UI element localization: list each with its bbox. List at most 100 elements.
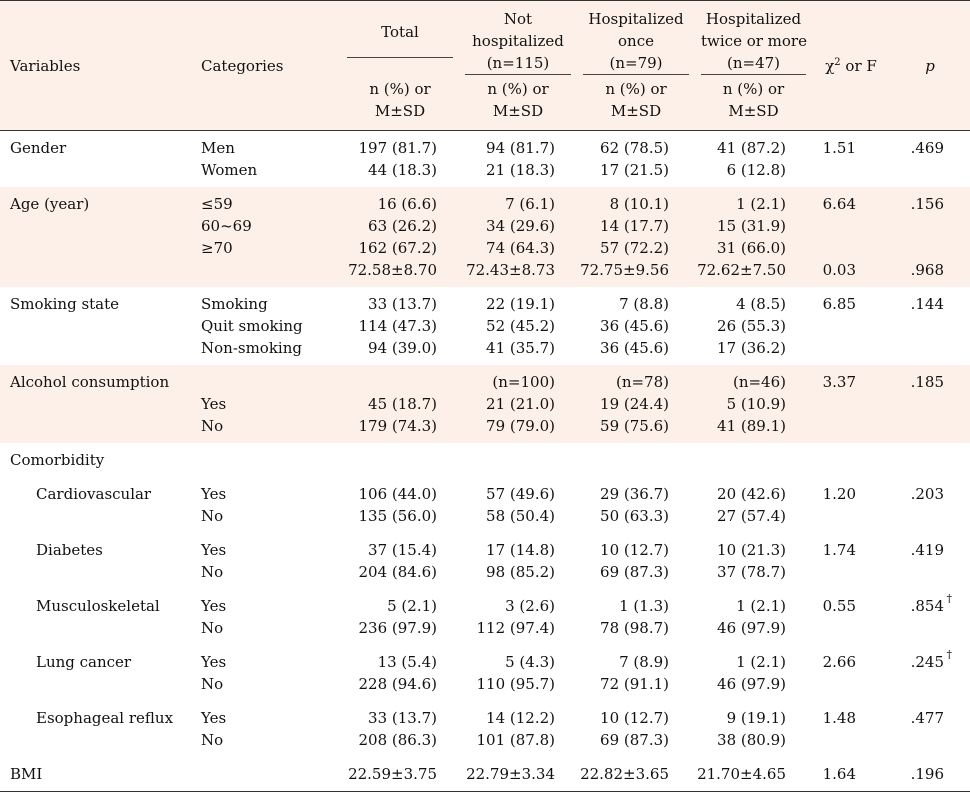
cell-value: 8 (10.1) bbox=[609, 195, 669, 213]
cell-value: No bbox=[201, 417, 224, 435]
cell-value: Esophageal reflux bbox=[36, 709, 174, 727]
cell-value: 1 (2.1) bbox=[736, 597, 786, 615]
variable-label: Esophageal reflux bbox=[0, 701, 201, 757]
cell-value: 22 (19.1) bbox=[486, 295, 555, 313]
p-value: .196 bbox=[890, 757, 970, 792]
table-row: Diabetes Yes No 37 (15.4) 204 (84.6) 17 (14.8… bbox=[0, 533, 970, 589]
cell-value: 7 (6.1) bbox=[505, 195, 555, 213]
cell-value: 6.64 bbox=[822, 195, 856, 213]
category-cell: Yes No bbox=[201, 533, 341, 589]
cell-value: Non-smoking bbox=[201, 339, 302, 357]
variable-label: Alcohol consumption bbox=[0, 365, 201, 443]
cell-value: 26 (55.3) bbox=[717, 317, 786, 335]
cell-value: Yes bbox=[201, 485, 227, 503]
value-twice: (n=46) 5 (10.9) 41 (89.1) bbox=[695, 365, 812, 443]
cell-value: 7 (8.9) bbox=[619, 653, 669, 671]
cell-value: 14 (12.2) bbox=[486, 709, 555, 727]
cell-value bbox=[201, 259, 341, 281]
value-total: 37 (15.4) 204 (84.6) bbox=[341, 533, 459, 589]
category-cell: Yes No bbox=[201, 645, 341, 701]
p-value: .203 bbox=[890, 477, 970, 533]
value-total: 45 (18.7) 179 (74.3) bbox=[341, 365, 459, 443]
cell-value: 2.66 bbox=[822, 653, 856, 671]
cell-value: 17 (36.2) bbox=[717, 339, 786, 357]
cell-value: 15 (31.9) bbox=[717, 217, 786, 235]
cell-value: 110 (95.7) bbox=[476, 675, 555, 693]
cell-value: Cardiovascular bbox=[36, 485, 152, 503]
value-total: 22.59±3.75 bbox=[341, 757, 459, 792]
cell-value: 21 (21.0) bbox=[486, 395, 555, 413]
cell-value: 204 (84.6) bbox=[358, 563, 437, 581]
subheader-total: n (%) or M±SD bbox=[341, 75, 459, 131]
value-twice: 1 (2.1) 46 (97.9) bbox=[695, 645, 812, 701]
cell-value: 162 (67.2) bbox=[358, 239, 437, 257]
table-body: Gender Men Women 197 (81.7) 44 (18.3) 94 (81.… bbox=[0, 131, 970, 792]
cell-value: 45 (18.7) bbox=[368, 395, 437, 413]
subheader-once: n (%) or M±SD bbox=[577, 75, 695, 131]
cell-value: 20 (42.6) bbox=[717, 485, 786, 503]
category-cell: Men Women bbox=[201, 131, 341, 188]
cell-value: Lung cancer bbox=[36, 653, 132, 671]
category-cell: ≤59 60~69 ≥70 bbox=[201, 187, 341, 287]
value-twice: 9 (19.1) 38 (80.9) bbox=[695, 701, 812, 757]
table-row: Smoking state Smoking Quit smoking Non-smok… bbox=[0, 287, 970, 365]
value-once: 1 (1.3) 78 (98.7) bbox=[577, 589, 695, 645]
variable-label: Comorbidity bbox=[0, 443, 201, 477]
category-cell bbox=[201, 757, 341, 792]
cell-value: 3 (2.6) bbox=[505, 597, 555, 615]
cell-value: Yes bbox=[201, 709, 227, 727]
cell-value: 1.74 bbox=[822, 541, 856, 559]
cell-value: 114 (47.3) bbox=[358, 317, 437, 335]
cell-value: 38 (80.9) bbox=[717, 731, 786, 749]
cell-value: 0.55 bbox=[822, 597, 856, 615]
header-categories: Categories bbox=[201, 0, 341, 131]
cell-value: 36 (45.6) bbox=[600, 339, 669, 357]
cell-value bbox=[341, 371, 437, 393]
p-value: .477 bbox=[890, 701, 970, 757]
cell-value: Quit smoking bbox=[201, 317, 303, 335]
category-cell: Yes No bbox=[201, 701, 341, 757]
cell-value: .156 bbox=[910, 195, 944, 213]
cell-value: 1 (2.1) bbox=[736, 195, 786, 213]
cell-value: 9 (19.1) bbox=[726, 709, 786, 727]
value-once: (n=78) 19 (24.4) 59 (75.6) bbox=[577, 365, 695, 443]
cell-value: 10 (12.7) bbox=[600, 541, 669, 559]
stat-value: 1.64 bbox=[812, 757, 890, 792]
cell-value: 59 (75.6) bbox=[600, 417, 669, 435]
cell-value: 10 (12.7) bbox=[600, 709, 669, 727]
cell-value: 50 (63.3) bbox=[600, 507, 669, 525]
cell-value: 101 (87.8) bbox=[476, 731, 555, 749]
stat-value: 3.37 bbox=[812, 365, 890, 443]
cell-value: Age (year) bbox=[10, 195, 90, 213]
variable-label: Age (year) bbox=[0, 187, 201, 287]
header-hospitalized-twice: Hospitalized twice or more (n=47) bbox=[695, 0, 812, 75]
cell-value: 57 (49.6) bbox=[486, 485, 555, 503]
value-twice: 4 (8.5) 26 (55.3) 17 (36.2) bbox=[695, 287, 812, 365]
value-total: 197 (81.7) 44 (18.3) bbox=[341, 131, 459, 188]
cell-value: 14 (17.7) bbox=[600, 217, 669, 235]
value-not_hosp: 94 (81.7) 21 (18.3) bbox=[459, 131, 577, 188]
cell-value: Smoking state bbox=[10, 295, 120, 313]
header-hospitalized-once: Hospitalized once (n=79) bbox=[577, 0, 695, 75]
cell-value: 72.43±8.73 bbox=[466, 261, 555, 279]
cell-value: 21.70±4.65 bbox=[697, 765, 786, 783]
variable-label: Gender bbox=[0, 131, 201, 188]
cell-value: .469 bbox=[910, 139, 944, 157]
value-not_hosp: 17 (14.8) 98 (85.2) bbox=[459, 533, 577, 589]
cell-value: .185 bbox=[910, 373, 944, 391]
variable-label: BMI bbox=[0, 757, 201, 792]
cell-value: Yes bbox=[201, 597, 227, 615]
value-once: 22.82±3.65 bbox=[577, 757, 695, 792]
cell-value: 21 (18.3) bbox=[486, 161, 555, 179]
value-not_hosp: 7 (6.1) 34 (29.6) 74 (64.3) 72.43±8.73 bbox=[459, 187, 577, 287]
cell-value: 69 (87.3) bbox=[600, 731, 669, 749]
p-value: .144 bbox=[890, 287, 970, 365]
value-once: 7 (8.8) 36 (45.6) 36 (45.6) bbox=[577, 287, 695, 365]
cell-value bbox=[201, 371, 341, 393]
cell-value: .968 bbox=[910, 261, 944, 279]
cell-value: 41 (87.2) bbox=[717, 139, 786, 157]
table-row: Age (year) ≤59 60~69 ≥70 16 (6.6) 63 (26.2) 16… bbox=[0, 187, 970, 287]
cell-value: 228 (94.6) bbox=[358, 675, 437, 693]
table-row: Gender Men Women 197 (81.7) 44 (18.3) 94 (81.… bbox=[0, 131, 970, 188]
stat-value: 1.48 bbox=[812, 701, 890, 757]
